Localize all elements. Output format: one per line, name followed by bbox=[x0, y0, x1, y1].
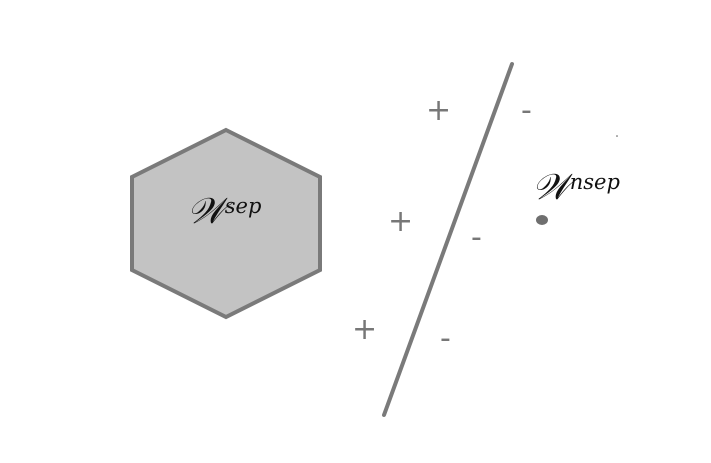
stray-dot bbox=[616, 135, 618, 137]
separable-set-symbol: 𝒲 bbox=[187, 191, 225, 232]
separable-set-label: 𝒲sep bbox=[187, 194, 261, 230]
non-separable-point bbox=[536, 215, 548, 225]
plus-sign-middle: + bbox=[388, 204, 414, 239]
non-separable-set-label: 𝒲nsep bbox=[532, 170, 620, 206]
non-separable-set-superscript: nsep bbox=[569, 169, 620, 194]
separating-hyperplane bbox=[382, 62, 514, 417]
minus-sign-bottom: - bbox=[440, 321, 451, 356]
separable-set-superscript: sep bbox=[224, 193, 262, 218]
plus-sign-bottom: + bbox=[352, 312, 378, 347]
plus-sign-top: + bbox=[426, 93, 452, 128]
non-separable-set-symbol: 𝒲 bbox=[532, 167, 570, 208]
minus-sign-top: - bbox=[521, 93, 532, 128]
minus-sign-middle: - bbox=[471, 220, 482, 255]
separable-set-hexagon bbox=[130, 127, 322, 320]
